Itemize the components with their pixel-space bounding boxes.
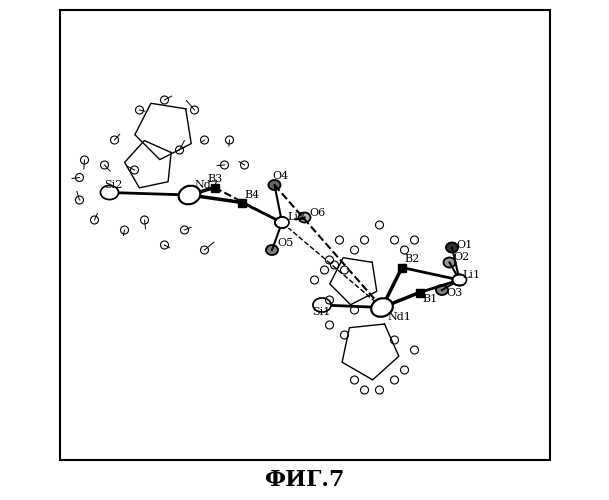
Text: B2: B2 (404, 254, 420, 264)
Ellipse shape (275, 217, 289, 228)
Text: O6: O6 (309, 208, 326, 218)
Ellipse shape (460, 274, 474, 285)
Bar (238, 198, 246, 206)
Ellipse shape (436, 285, 448, 295)
Text: B4: B4 (244, 190, 260, 200)
Text: O3: O3 (446, 288, 462, 298)
Text: Nd2: Nd2 (194, 180, 219, 190)
Text: B3: B3 (207, 174, 222, 184)
Text: Li1: Li1 (462, 270, 480, 280)
Text: Si2: Si2 (105, 180, 123, 190)
Ellipse shape (100, 186, 119, 200)
Ellipse shape (313, 298, 331, 312)
Ellipse shape (275, 217, 289, 228)
Ellipse shape (446, 242, 458, 252)
Ellipse shape (371, 298, 393, 317)
Text: O4: O4 (272, 171, 288, 181)
Ellipse shape (178, 186, 200, 204)
Text: ФИГ.7: ФИГ.7 (264, 469, 345, 491)
Bar (415, 288, 423, 296)
Ellipse shape (298, 212, 311, 222)
Ellipse shape (266, 245, 278, 255)
Ellipse shape (178, 186, 200, 204)
Ellipse shape (452, 274, 466, 285)
Ellipse shape (371, 298, 393, 317)
Text: Li2: Li2 (287, 212, 305, 222)
Ellipse shape (313, 298, 331, 312)
Ellipse shape (269, 180, 281, 190)
Bar (211, 184, 219, 192)
Ellipse shape (452, 274, 466, 285)
Bar (398, 264, 406, 272)
Ellipse shape (282, 217, 296, 228)
Text: Nd1: Nd1 (387, 312, 411, 322)
Text: B1: B1 (422, 294, 437, 304)
Text: O1: O1 (456, 240, 472, 250)
Text: Si1: Si1 (312, 307, 330, 317)
Ellipse shape (443, 258, 456, 268)
Text: O2: O2 (454, 252, 470, 262)
Text: O5: O5 (277, 238, 294, 248)
Ellipse shape (100, 186, 119, 200)
